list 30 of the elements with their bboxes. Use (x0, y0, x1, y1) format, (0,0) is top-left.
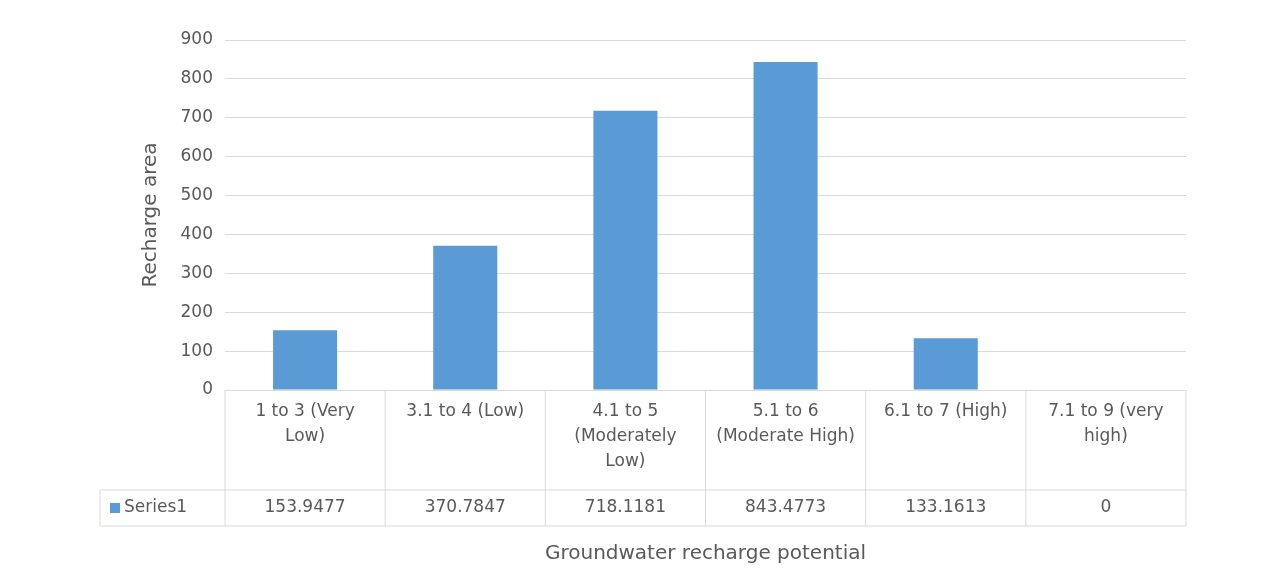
y-tick-label: 700 (180, 106, 213, 127)
bar (273, 330, 338, 390)
y-tick-label: 400 (180, 222, 213, 243)
data-label: 153.9477 (264, 496, 346, 517)
x-tick-label: 5.1 to 6 (Moderate High) (716, 400, 855, 446)
data-label: 718.1181 (584, 496, 666, 517)
x-tick-label: 3.1 to 4 (Low) (406, 400, 525, 421)
data-label: 843.4773 (745, 496, 827, 517)
bar (433, 245, 498, 390)
x-tick-label: 1 to 3 (Very Low) (255, 400, 355, 446)
y-tick-label: 800 (180, 67, 213, 88)
y-tick-label: 200 (180, 300, 213, 321)
bar (753, 61, 818, 390)
y-tick-label: 500 (180, 183, 213, 204)
x-tick-label: 7.1 to 9 (very high) (1048, 400, 1164, 446)
y-tick-label: 0 (202, 378, 213, 399)
x-tick-label: 4.1 to 5 (Moderately Low) (574, 400, 677, 471)
bar (593, 110, 658, 390)
x-tick-label: 6.1 to 7 (High) (884, 400, 1008, 421)
y-axis-title: Recharge area (137, 142, 162, 288)
data-label: 133.1613 (905, 496, 987, 517)
y-tick-label: 900 (180, 28, 213, 49)
y-tick-label: 600 (180, 145, 213, 166)
y-tick-label: 300 (180, 261, 213, 282)
legend-label: Series1 (124, 496, 188, 517)
bar (913, 338, 978, 390)
x-axis-title: Groundwater recharge potential (544, 540, 867, 565)
data-label: 0 (1100, 496, 1112, 517)
y-tick-label: 100 (180, 339, 213, 360)
data-label: 370.7847 (424, 496, 506, 517)
